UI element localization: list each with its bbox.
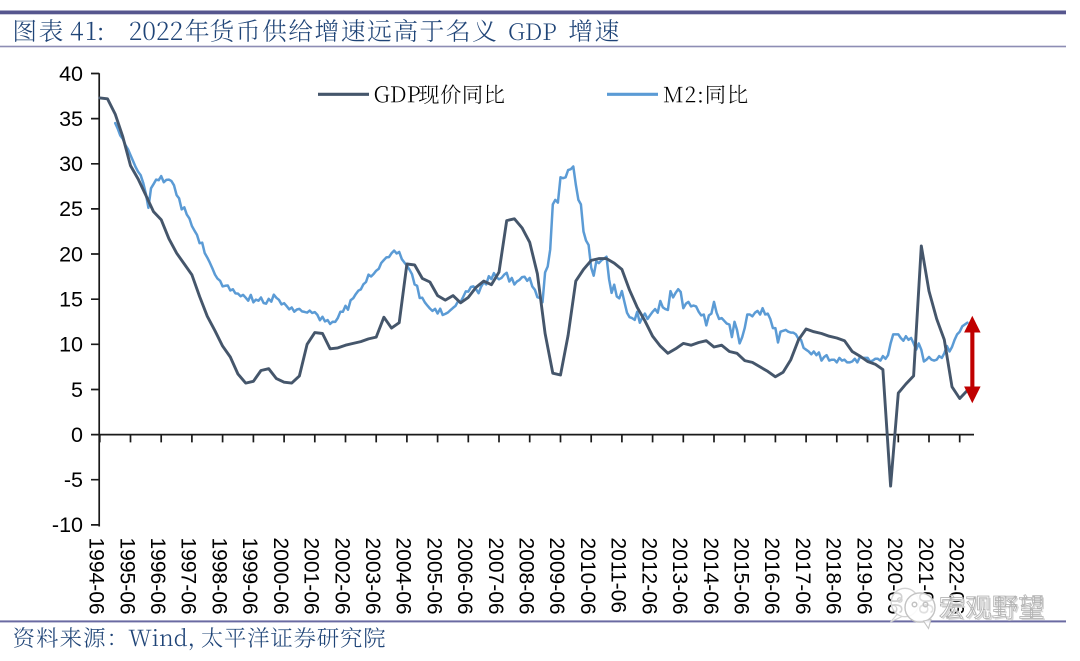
svg-text:2012-06: 2012-06 [637,538,660,615]
svg-text:2013-06: 2013-06 [668,538,691,615]
svg-text:2008-06: 2008-06 [515,538,538,615]
svg-text:2007-06: 2007-06 [484,538,507,615]
svg-text:2006-06: 2006-06 [453,538,476,615]
svg-text:2015-06: 2015-06 [730,538,753,615]
svg-text:10: 10 [59,333,83,357]
svg-text:-10: -10 [52,513,83,537]
svg-text:2016-06: 2016-06 [760,538,783,615]
svg-text:2000-06: 2000-06 [269,538,292,615]
svg-text:15: 15 [59,288,83,312]
svg-text:1996-06: 1996-06 [146,538,169,615]
svg-text:2018-06: 2018-06 [822,538,845,615]
svg-text:2002-06: 2002-06 [330,538,353,615]
svg-text:2011-06: 2011-06 [607,538,630,614]
svg-text:20: 20 [59,242,83,266]
svg-text:2019-06: 2019-06 [852,538,875,615]
svg-text:2005-06: 2005-06 [422,538,445,615]
svg-text:40: 40 [59,62,83,86]
svg-text:1997-06: 1997-06 [177,538,200,615]
svg-text:0: 0 [71,423,83,447]
svg-text:2003-06: 2003-06 [361,538,384,615]
svg-text:35: 35 [59,107,83,131]
svg-text:2001-06: 2001-06 [300,538,323,615]
svg-text:1995-06: 1995-06 [115,538,138,615]
svg-text:1998-06: 1998-06 [207,538,230,615]
svg-text:2014-06: 2014-06 [699,538,722,615]
svg-text:5: 5 [71,378,83,402]
svg-text:2004-06: 2004-06 [392,538,415,615]
svg-text:1994-06: 1994-06 [85,538,108,615]
svg-text:1999-06: 1999-06 [238,538,261,615]
svg-text:2017-06: 2017-06 [791,538,814,615]
svg-text:2010-06: 2010-06 [576,538,599,615]
svg-text:25: 25 [59,197,83,221]
svg-text:2009-06: 2009-06 [545,538,568,615]
svg-text:30: 30 [59,152,83,176]
svg-text:-5: -5 [64,468,83,492]
